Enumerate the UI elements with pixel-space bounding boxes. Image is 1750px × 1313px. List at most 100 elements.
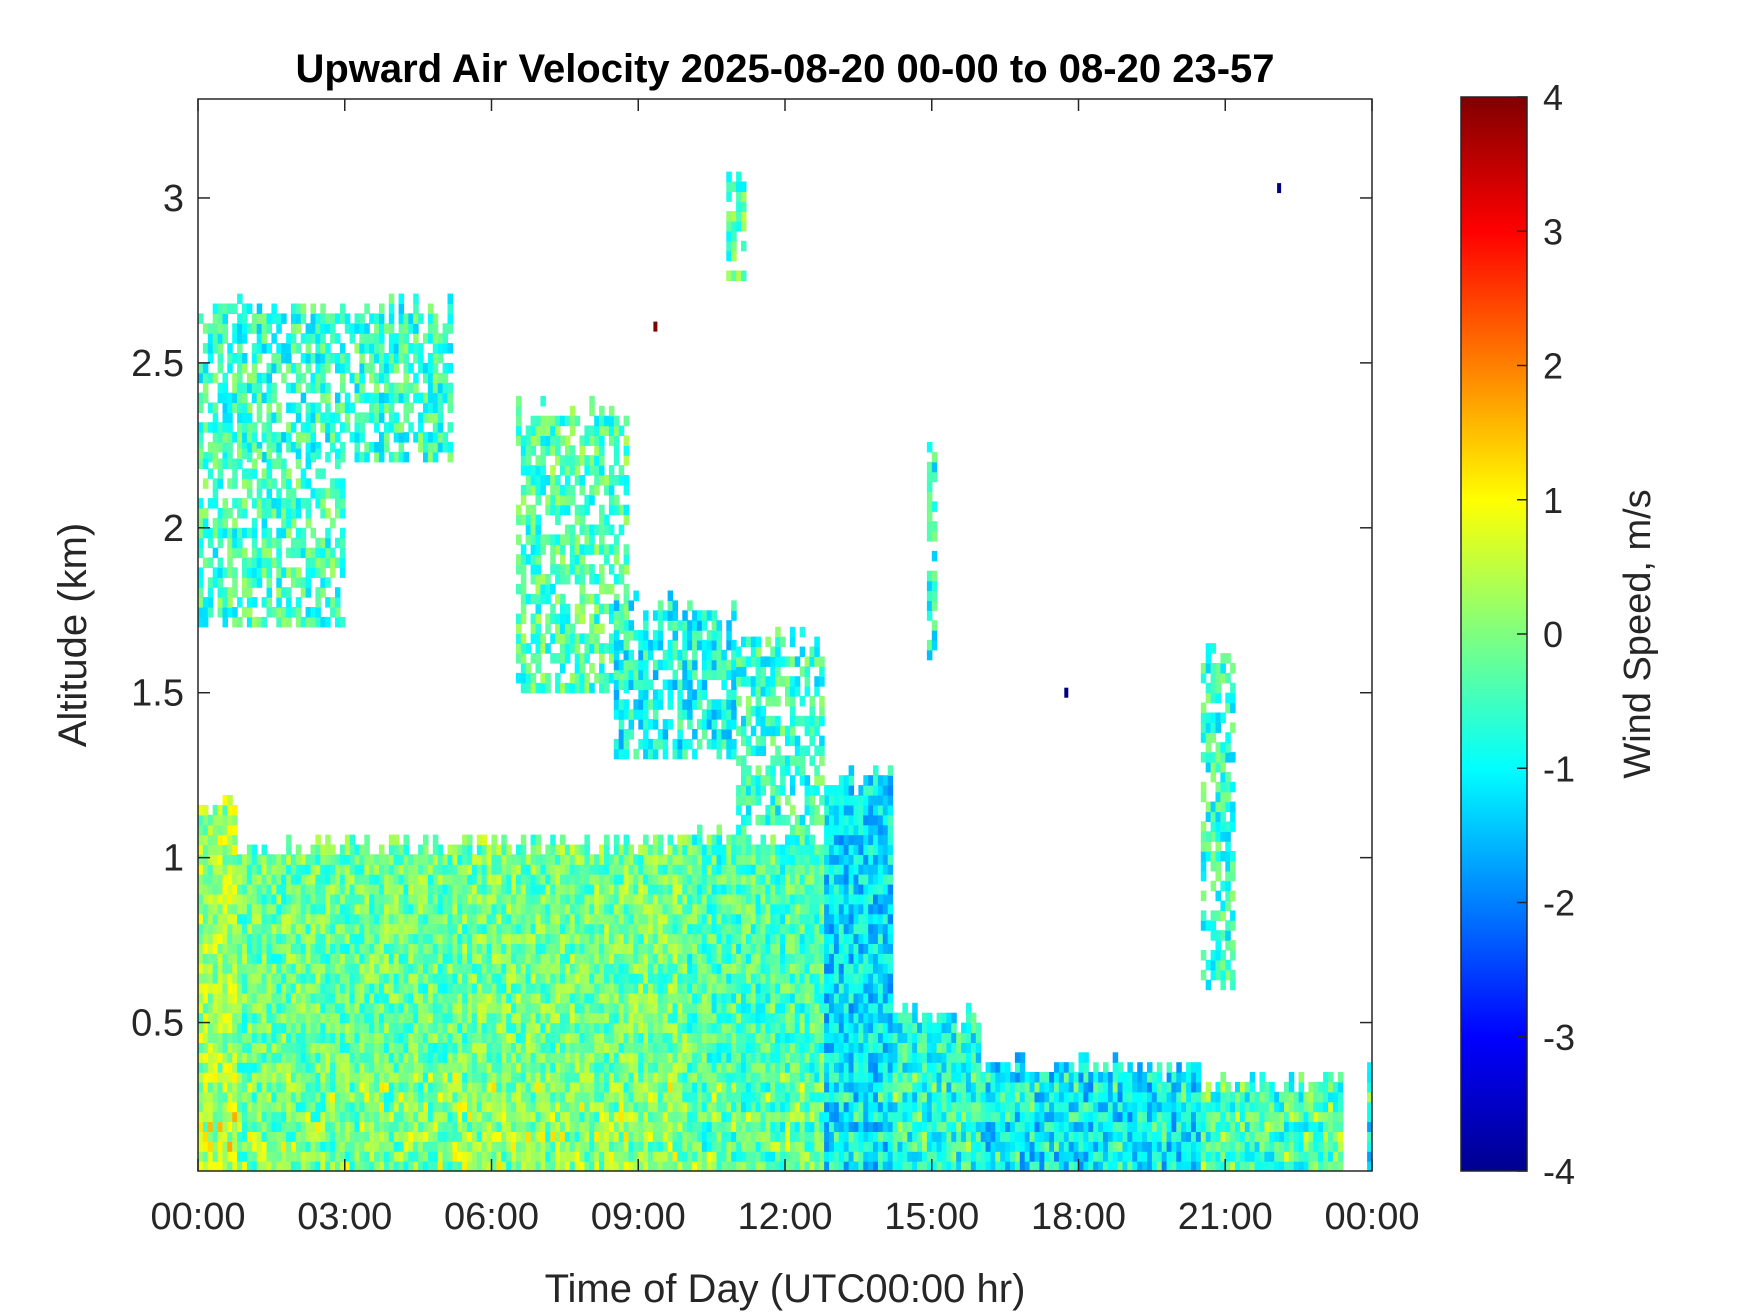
heatmap-cell <box>721 864 727 875</box>
heatmap-cell <box>212 1052 219 1063</box>
heatmap-cell <box>726 1161 732 1171</box>
heatmap-cell <box>594 1151 600 1162</box>
heatmap-cell <box>310 1062 316 1073</box>
heatmap-cell <box>335 1032 341 1043</box>
heatmap-cell <box>613 844 620 855</box>
heatmap-cell <box>530 992 537 1004</box>
heatmap-cell <box>335 1042 341 1053</box>
heatmap-cell <box>369 933 375 944</box>
heatmap-cell <box>809 1131 815 1142</box>
heatmap-cell <box>379 874 385 885</box>
heatmap-cell <box>398 1081 405 1093</box>
heatmap-cell <box>471 933 478 944</box>
heatmap-cell <box>286 913 292 925</box>
heatmap-cell <box>398 923 405 935</box>
heatmap-cell <box>276 992 282 1004</box>
heatmap-cell <box>344 854 351 865</box>
heatmap-cell <box>799 874 806 885</box>
heatmap-cell <box>437 903 444 915</box>
heatmap-cell <box>721 903 727 915</box>
heatmap-cell <box>804 1042 811 1053</box>
heatmap-cell <box>198 834 204 846</box>
heatmap-cell <box>447 893 453 905</box>
heatmap-cell <box>692 903 698 915</box>
heatmap-cell <box>330 923 336 935</box>
heatmap-cell <box>765 893 771 905</box>
heatmap-cell <box>550 1111 556 1123</box>
heatmap-cell <box>540 1121 546 1132</box>
heatmap-cell <box>359 1012 365 1024</box>
heatmap-cell <box>481 893 488 905</box>
heatmap-cell <box>711 884 718 895</box>
heatmap-cell <box>760 1012 766 1024</box>
heatmap-cell <box>657 1032 664 1043</box>
heatmap-cell <box>217 1151 224 1162</box>
heatmap-cell <box>290 933 297 944</box>
heatmap-cell <box>555 943 561 954</box>
heatmap-cell <box>457 1081 463 1093</box>
heatmap-cell <box>701 1131 708 1142</box>
heatmap-cell <box>917 1032 923 1043</box>
heatmap-cell <box>271 992 277 1004</box>
heatmap-cell <box>217 1091 224 1103</box>
heatmap-cell <box>481 973 488 984</box>
heatmap-cell <box>447 1151 453 1162</box>
heatmap-cell <box>393 973 400 984</box>
heatmap-cell <box>310 1032 316 1043</box>
heatmap-cell <box>843 824 850 836</box>
heatmap-cell <box>237 1072 243 1083</box>
heatmap-cell <box>525 1062 532 1073</box>
heatmap-cell <box>853 854 859 865</box>
heatmap-cell <box>560 1052 566 1063</box>
heatmap-cell <box>212 903 219 915</box>
heatmap-cell <box>320 1131 326 1142</box>
heatmap-cell <box>530 1022 537 1034</box>
heatmap-cell <box>364 933 370 944</box>
heatmap-cell <box>736 1111 742 1123</box>
heatmap-cell <box>496 1121 502 1132</box>
heatmap-cell <box>922 1022 928 1034</box>
heatmap-cell <box>530 1131 537 1142</box>
heatmap-cell <box>711 953 718 964</box>
heatmap-cell <box>403 893 409 905</box>
heatmap-cell <box>315 1101 321 1113</box>
heatmap-cell <box>638 1022 644 1034</box>
heatmap-cell <box>652 1131 659 1142</box>
heatmap-cell <box>897 1012 903 1024</box>
heatmap-cell <box>310 1161 316 1171</box>
heatmap-cell <box>496 1131 502 1142</box>
heatmap-cell <box>471 1042 478 1053</box>
heatmap-cell <box>256 1002 263 1014</box>
heatmap-cell <box>325 854 331 865</box>
heatmap-cell <box>887 844 894 855</box>
heatmap-cell <box>535 874 541 885</box>
heatmap-cell <box>442 1131 449 1142</box>
heatmap-cell <box>305 992 312 1004</box>
heatmap-cell <box>427 893 434 905</box>
heatmap-cell <box>721 953 727 964</box>
heatmap-cell <box>560 963 566 974</box>
heatmap-cell <box>408 1161 414 1171</box>
heatmap-cell <box>232 1042 238 1053</box>
heatmap-cell <box>657 953 664 964</box>
heatmap-cell <box>217 814 224 826</box>
heatmap-cell <box>222 874 228 885</box>
heatmap-cell <box>325 1151 331 1162</box>
heatmap-cell <box>731 1081 737 1093</box>
heatmap-cell <box>628 1111 634 1123</box>
heatmap-cell <box>393 864 400 875</box>
heatmap-cell <box>868 953 874 964</box>
heatmap-cell <box>833 864 840 875</box>
heatmap-cell <box>785 1032 791 1043</box>
heatmap-cell <box>476 834 483 846</box>
heatmap-cell <box>256 913 263 925</box>
heatmap-cell <box>789 1042 796 1053</box>
heatmap-cell <box>198 983 204 994</box>
heatmap-cell <box>442 943 449 954</box>
heatmap-cell <box>457 1002 463 1014</box>
heatmap-cell <box>432 1101 439 1113</box>
heatmap-cell <box>618 1022 625 1034</box>
heatmap-cell <box>589 893 595 905</box>
heatmap-cell <box>838 913 845 925</box>
heatmap-cell <box>227 795 233 806</box>
